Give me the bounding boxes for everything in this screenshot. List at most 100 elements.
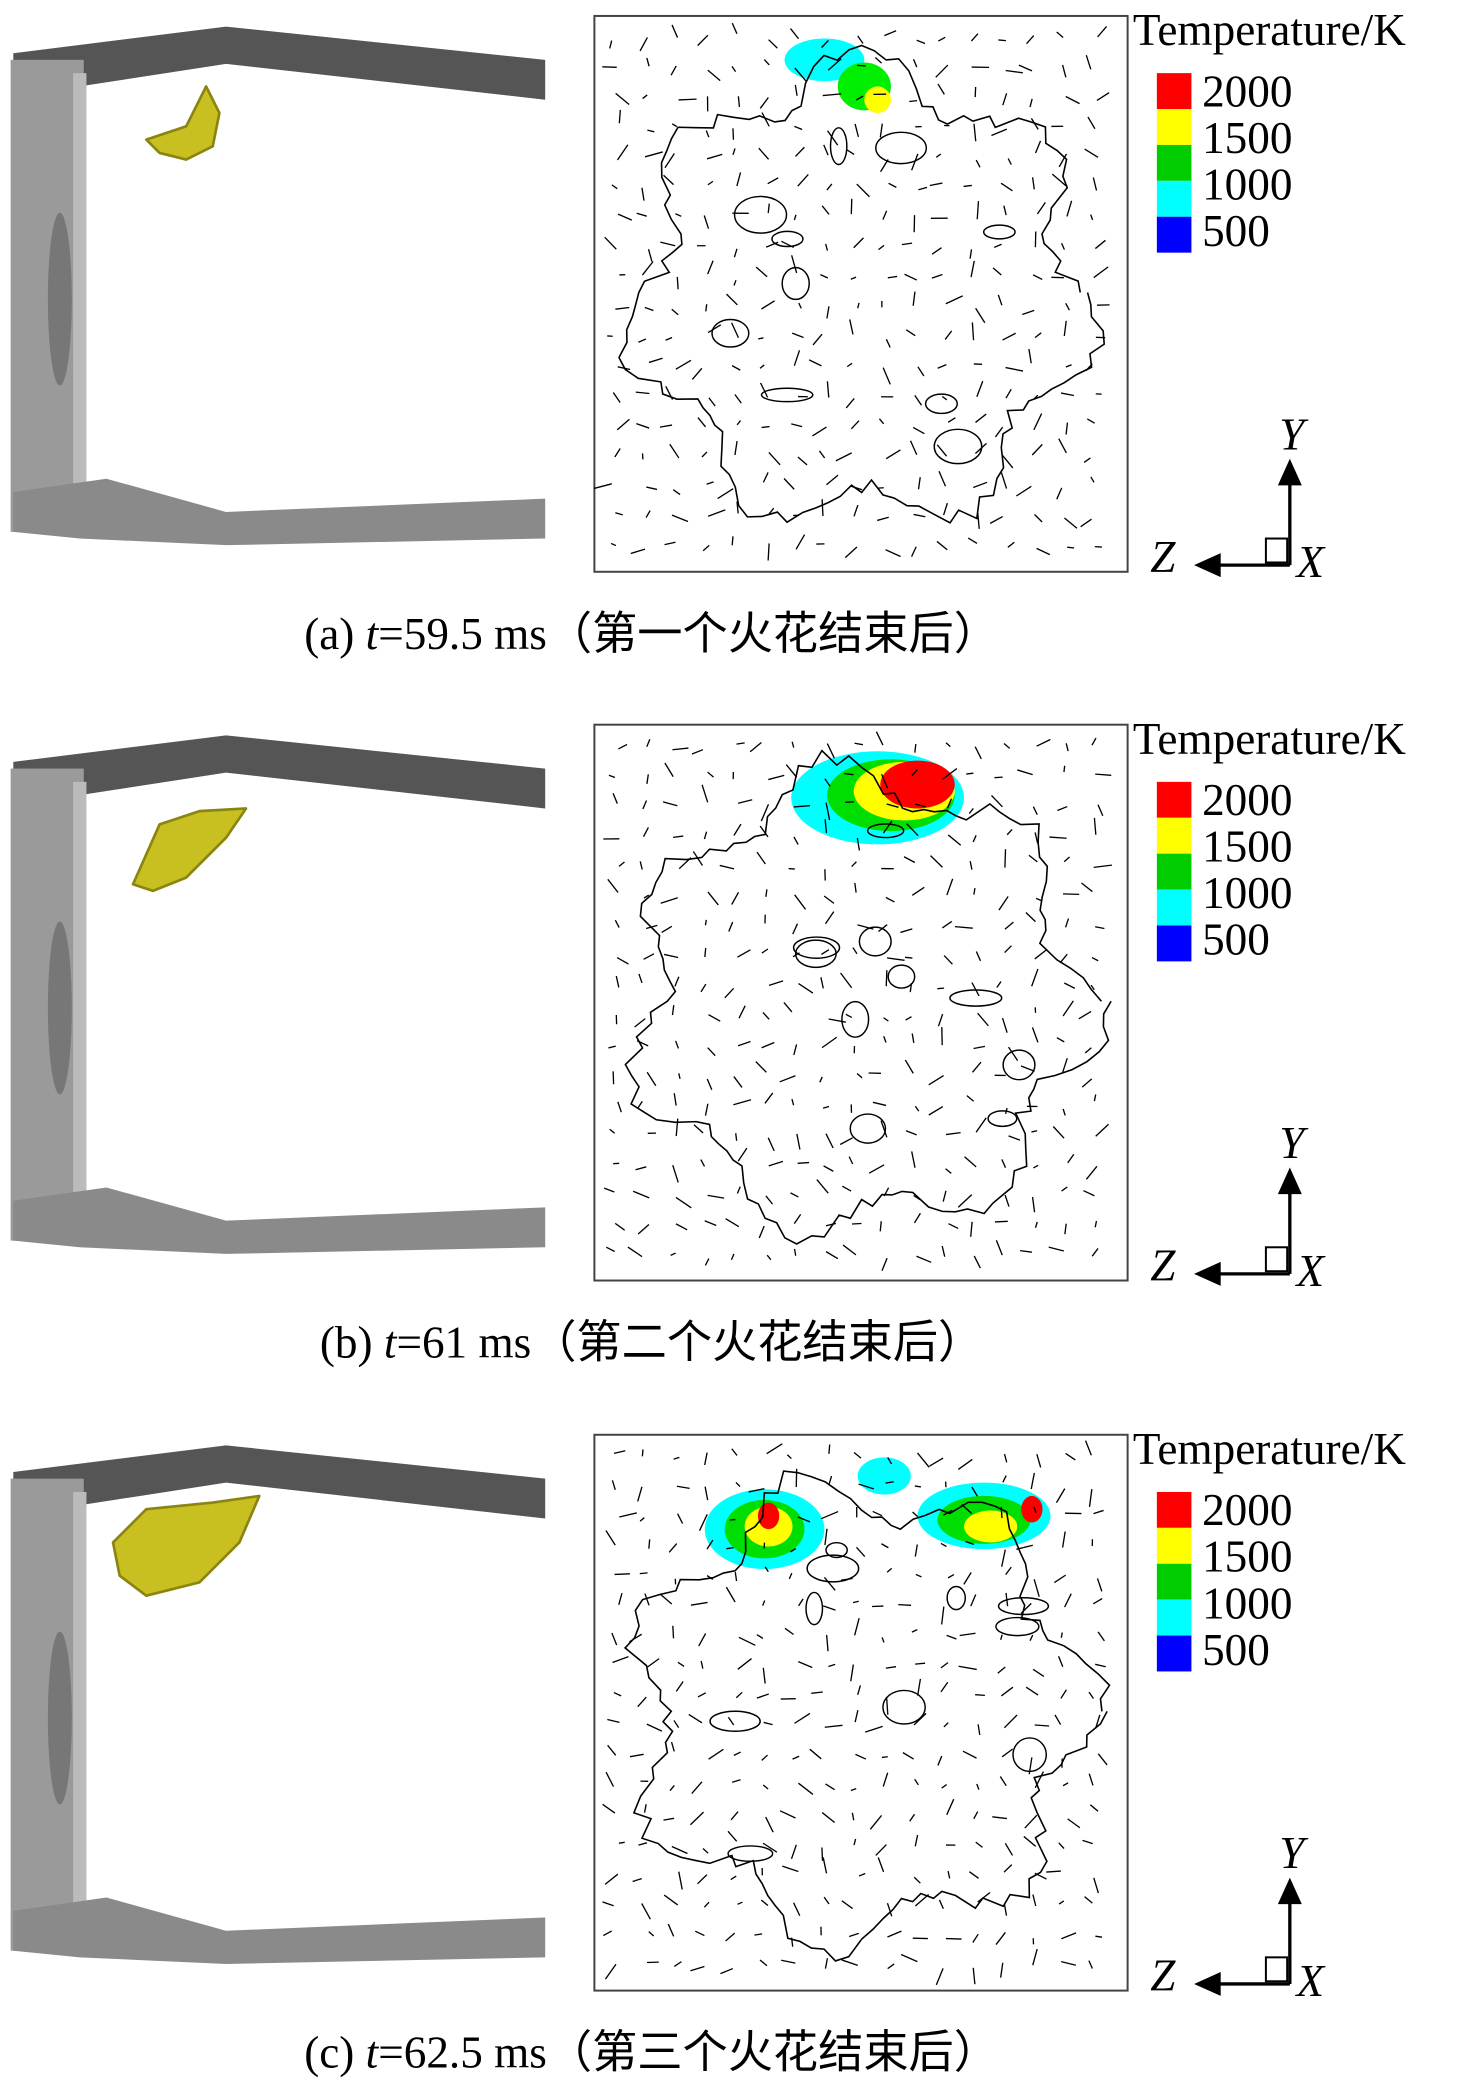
velocity-vector [735, 1133, 738, 1141]
velocity-vector [755, 1061, 767, 1073]
axis-x-box [1264, 537, 1289, 564]
velocity-vector [1094, 1220, 1098, 1228]
velocity-vector [1034, 1724, 1050, 1727]
velocity-vector [918, 186, 928, 191]
velocity-vector [669, 443, 680, 459]
contour-island [727, 1845, 774, 1863]
velocity-vector [646, 739, 651, 747]
velocity-vector [704, 1258, 710, 1266]
velocity-vector [900, 928, 913, 934]
velocity-vector [629, 1753, 644, 1758]
velocity-vector [694, 1930, 705, 1937]
velocity-vector [905, 1016, 912, 1021]
velocity-vector [697, 1874, 708, 1885]
velocity-vector [968, 1871, 979, 1879]
caption-variable: t [384, 1318, 398, 1368]
velocity-vector [783, 478, 795, 490]
velocity-vector [730, 1875, 737, 1881]
velocity-vector [821, 499, 824, 517]
velocity-vector [821, 40, 829, 48]
velocity-vector [966, 772, 974, 775]
velocity-vector [664, 541, 676, 546]
velocity-vector [646, 1071, 657, 1087]
velocity-vector [938, 1899, 944, 1910]
velocity-vector [828, 1663, 836, 1668]
velocity-vector [731, 365, 741, 371]
velocity-vector [968, 808, 974, 814]
velocity-vector [1005, 69, 1023, 74]
velocity-vector [616, 418, 630, 431]
velocity-vector [977, 512, 980, 529]
velocity-vector [1053, 1574, 1067, 1584]
velocity-vector [990, 795, 1003, 808]
legend-label: 1500 [1202, 1532, 1292, 1582]
velocity-vector [998, 896, 1009, 911]
velocity-vector [1096, 1578, 1103, 1592]
velocity-vector [1034, 514, 1043, 523]
velocity-vector [1095, 1123, 1110, 1137]
velocity-vector [689, 1811, 704, 1826]
velocity-vector [904, 273, 918, 281]
velocity-vector [1063, 320, 1067, 337]
velocity-vector [783, 1002, 793, 1013]
velocity-vector [676, 276, 679, 290]
velocity-vector [768, 774, 785, 781]
legend-label: 500 [1202, 1625, 1270, 1675]
velocity-vector [1061, 1058, 1068, 1073]
velocity-vector [823, 1576, 836, 1591]
velocity-vector [700, 1159, 706, 1167]
velocity-vector [674, 976, 680, 987]
velocity-vector [905, 329, 916, 337]
velocity-vector [1001, 1159, 1007, 1168]
velocity-vector [914, 1544, 918, 1557]
velocity-vector [615, 92, 630, 106]
velocity-vector [827, 58, 842, 71]
velocity-vector [593, 483, 613, 490]
velocity-vector [1008, 1135, 1021, 1141]
velocity-vector [642, 800, 648, 810]
legend-swatch [1156, 817, 1192, 854]
velocity-vector [911, 1629, 918, 1633]
velocity-vector [975, 307, 986, 324]
velocity-vector [912, 1511, 919, 1518]
legend-swatch [1156, 1599, 1192, 1636]
contour-island [858, 926, 892, 957]
velocity-vector [970, 33, 979, 42]
velocity-vector [943, 955, 953, 965]
velocity-vector [639, 37, 648, 52]
velocity-vector [1081, 1078, 1093, 1088]
velocity-vector [675, 359, 692, 370]
velocity-vector [901, 242, 913, 246]
velocity-vector [665, 336, 673, 341]
velocity-vector [974, 746, 982, 760]
flame-front-contour [623, 1470, 1111, 1962]
frame-bottom [13, 478, 546, 546]
velocity-vector [1020, 1065, 1035, 1072]
velocity-vector [959, 1632, 976, 1637]
caption-variable: t [366, 2028, 380, 2078]
axis-y-head [1277, 1167, 1302, 1195]
velocity-vector [673, 835, 684, 839]
velocity-vector [793, 1248, 797, 1256]
velocity-vector [1051, 173, 1067, 187]
legend-swatch [1156, 144, 1192, 181]
velocity-vector [880, 1120, 888, 1138]
hot-zone [864, 86, 891, 114]
velocity-vector [975, 413, 987, 423]
contour-island [946, 1585, 966, 1611]
velocity-vector [882, 1772, 889, 1787]
velocity-vector [994, 426, 1004, 438]
velocity-vector [797, 1161, 810, 1165]
velocity-vector [767, 1137, 775, 1152]
caption-text: =59.5 ms（第一个火花结束后） [378, 609, 999, 659]
velocity-vector [820, 274, 829, 279]
velocity-vector [700, 983, 707, 993]
velocity-vector [759, 1959, 768, 1967]
contour-field [593, 723, 1129, 1282]
legend-label: 1000 [1202, 868, 1292, 918]
velocity-vector [636, 212, 647, 217]
velocity-vector [1003, 1903, 1008, 1916]
velocity-vector [914, 1834, 919, 1847]
velocity-vector [637, 1224, 650, 1235]
